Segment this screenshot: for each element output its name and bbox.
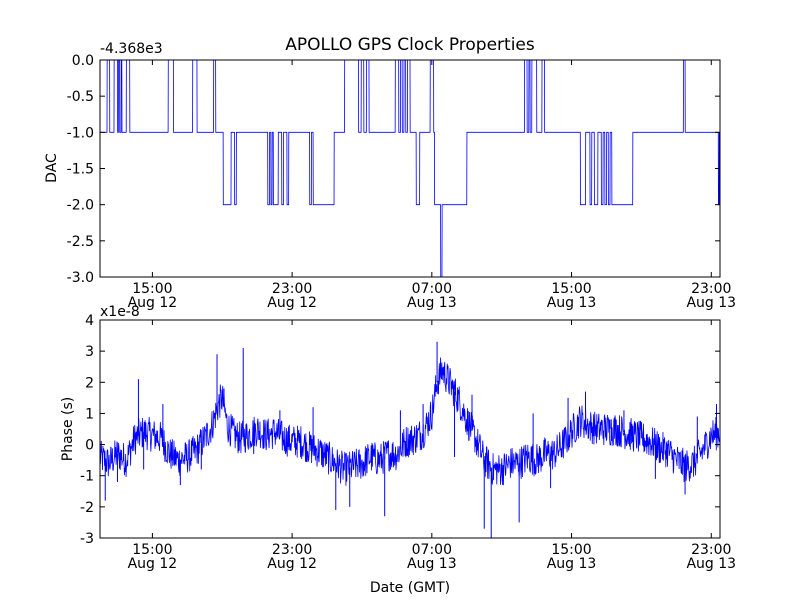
dac-y-axis-label: DAC xyxy=(44,153,60,183)
phase-x-tick-label-time: 23:00 xyxy=(272,542,312,558)
phase-x-axis-label: Date (GMT) xyxy=(370,580,450,596)
phase-y-tick-label: -1 xyxy=(80,469,94,485)
phase-x-tick-label-date: Aug 13 xyxy=(407,556,457,572)
dac-x-tick-label-time: 23:00 xyxy=(691,281,731,297)
dac-y-tick-label: -3.0 xyxy=(67,270,94,286)
phase-y-tick-label: 4 xyxy=(85,313,94,329)
dac-x-tick-label-time: 23:00 xyxy=(272,281,312,297)
phase-y-tick-label: 3 xyxy=(85,344,94,360)
phase-x-tick-label-date: Aug 13 xyxy=(686,556,736,572)
phase-x-tick-label-time: 15:00 xyxy=(551,542,591,558)
dac-y-tick-label: 0.0 xyxy=(72,53,94,69)
dac-y-tick-label: -1.0 xyxy=(67,125,94,141)
phase-x-tick-label-time: 23:00 xyxy=(691,542,731,558)
dac-x-tick-label-date: Aug 13 xyxy=(547,295,597,311)
figure-title: APOLLO GPS Clock Properties xyxy=(285,35,535,55)
dac-x-tick-label-time: 07:00 xyxy=(412,281,452,297)
dac-y-tick-label: -2.5 xyxy=(67,234,94,250)
dac-series-line xyxy=(100,60,720,277)
phase-y-tick-label: 1 xyxy=(85,406,94,422)
phase-y-tick-label: -2 xyxy=(80,500,94,516)
dac-x-tick-label-date: Aug 12 xyxy=(128,295,178,311)
phase-series-line xyxy=(100,357,720,486)
phase-plot-area xyxy=(100,341,720,538)
dac-y-tick-label: -2.0 xyxy=(67,198,94,214)
phase-y-axis-label: Phase (s) xyxy=(60,397,76,461)
phase-axes-frame xyxy=(99,319,721,539)
dac-y-tick-label: -0.5 xyxy=(67,89,94,105)
dac-y-axis-ticks: 0.0 -0.5 -1.0 -1.5 -2.0 -2.5 -3.0 xyxy=(67,53,720,286)
dac-x-tick-label-time: 15:00 xyxy=(551,281,591,297)
phase-y-axis-ticks: 4 3 2 1 0 -1 -2 -3 xyxy=(80,313,720,547)
dac-x-tick-label-date: Aug 13 xyxy=(686,295,736,311)
phase-y-tick-label: 0 xyxy=(85,438,94,454)
phase-x-tick-label-date: Aug 12 xyxy=(267,556,317,572)
dac-x-tick-label-date: Aug 13 xyxy=(407,295,457,311)
dac-plot-area xyxy=(100,60,720,277)
phase-x-tick-label-time: 07:00 xyxy=(412,542,452,558)
phase-x-tick-label-date: Aug 13 xyxy=(547,556,597,572)
dac-y-tick-label: -1.5 xyxy=(67,162,94,178)
phase-x-tick-label-time: 15:00 xyxy=(132,542,172,558)
dac-x-tick-label-date: Aug 12 xyxy=(267,295,317,311)
dac-x-tick-label-time: 15:00 xyxy=(132,281,172,297)
phase-y-tick-label: -3 xyxy=(80,531,94,547)
phase-y-tick-label: 2 xyxy=(85,375,94,391)
phase-offset-label: x1e-8 xyxy=(100,304,140,320)
phase-x-tick-label-date: Aug 12 xyxy=(128,556,178,572)
dac-offset-label: -4.368e3 xyxy=(100,41,163,57)
